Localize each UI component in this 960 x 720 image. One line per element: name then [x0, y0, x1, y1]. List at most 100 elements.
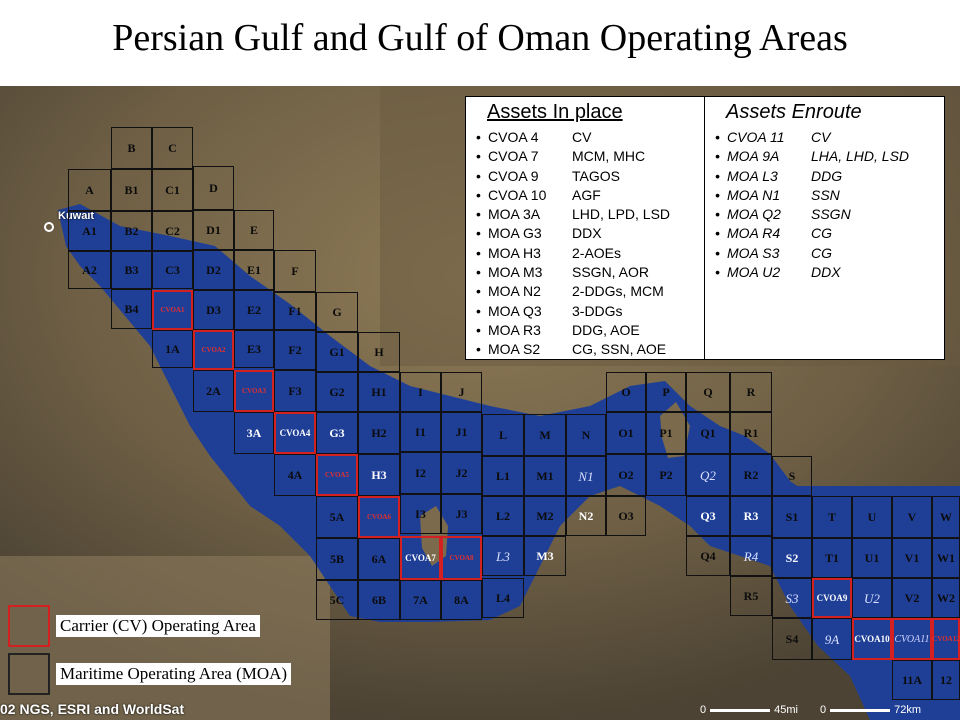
maritime-operating-area-cell[interactable]: I [400, 372, 441, 412]
carrier-operating-area-cell[interactable]: CVOA 3 [234, 370, 274, 412]
maritime-operating-area-cell[interactable]: 2A [193, 370, 234, 412]
maritime-operating-area-cell[interactable]: R5 [730, 576, 772, 616]
maritime-operating-area-cell[interactable]: L2 [482, 496, 524, 536]
maritime-operating-area-cell[interactable]: Q [686, 372, 730, 412]
maritime-operating-area-cell[interactable]: N1 [566, 456, 606, 496]
maritime-operating-area-cell[interactable]: A [68, 169, 111, 211]
carrier-operating-area-cell[interactable]: CVOA 9 [812, 578, 852, 618]
maritime-operating-area-cell[interactable]: P [646, 372, 686, 412]
maritime-operating-area-cell[interactable]: J2 [441, 452, 482, 494]
maritime-operating-area-cell[interactable]: 1A [152, 330, 193, 368]
maritime-operating-area-cell[interactable]: U2 [852, 578, 892, 618]
maritime-operating-area-cell[interactable]: O1 [606, 412, 646, 454]
carrier-operating-area-cell[interactable]: CVOA 12 [932, 618, 960, 660]
maritime-operating-area-cell[interactable]: 5C [316, 580, 358, 620]
maritime-operating-area-cell[interactable]: W1 [932, 538, 960, 578]
maritime-operating-area-cell[interactable]: 11A [892, 660, 932, 700]
maritime-operating-area-cell[interactable]: Q4 [686, 536, 730, 576]
carrier-operating-area-cell[interactable]: CVOA 10 [852, 618, 892, 660]
maritime-operating-area-cell[interactable]: U1 [852, 538, 892, 578]
maritime-operating-area-cell[interactable]: H3 [358, 454, 400, 496]
maritime-operating-area-cell[interactable]: Q3 [686, 496, 730, 536]
maritime-operating-area-cell[interactable]: 9A [812, 618, 852, 660]
maritime-operating-area-cell[interactable]: C2 [152, 211, 193, 251]
maritime-operating-area-cell[interactable]: L4 [482, 578, 524, 618]
maritime-operating-area-cell[interactable]: U [852, 496, 892, 538]
maritime-operating-area-cell[interactable]: G1 [316, 332, 358, 372]
carrier-operating-area-cell[interactable]: CVOA 6 [358, 496, 400, 538]
maritime-operating-area-cell[interactable]: 5A [316, 496, 358, 538]
maritime-operating-area-cell[interactable]: 3A [234, 412, 274, 454]
carrier-operating-area-cell[interactable]: CVOA 11 [892, 618, 932, 660]
maritime-operating-area-cell[interactable]: A1 [68, 211, 111, 251]
maritime-operating-area-cell[interactable]: 6A [358, 538, 400, 580]
maritime-operating-area-cell[interactable]: D [193, 166, 234, 210]
maritime-operating-area-cell[interactable]: S4 [772, 618, 812, 660]
maritime-operating-area-cell[interactable]: G [316, 292, 358, 332]
maritime-operating-area-cell[interactable]: H2 [358, 412, 400, 454]
maritime-operating-area-cell[interactable]: S1 [772, 496, 812, 538]
maritime-operating-area-cell[interactable]: N [566, 414, 606, 456]
maritime-operating-area-cell[interactable]: J [441, 372, 482, 412]
maritime-operating-area-cell[interactable]: B [111, 127, 152, 169]
maritime-operating-area-cell[interactable]: J1 [441, 412, 482, 452]
maritime-operating-area-cell[interactable]: R2 [730, 454, 772, 496]
maritime-operating-area-cell[interactable]: L [482, 414, 524, 456]
maritime-operating-area-cell[interactable]: R [730, 372, 772, 412]
maritime-operating-area-cell[interactable]: 7A [400, 580, 441, 620]
maritime-operating-area-cell[interactable]: D1 [193, 210, 234, 250]
maritime-operating-area-cell[interactable]: Q1 [686, 412, 730, 454]
maritime-operating-area-cell[interactable]: E3 [234, 330, 274, 368]
maritime-operating-area-cell[interactable]: E1 [234, 250, 274, 290]
maritime-operating-area-cell[interactable]: Q2 [686, 454, 730, 496]
maritime-operating-area-cell[interactable]: N2 [566, 496, 606, 536]
carrier-operating-area-cell[interactable]: CVOA 8 [441, 536, 482, 580]
maritime-operating-area-cell[interactable]: C [152, 127, 193, 169]
maritime-operating-area-cell[interactable]: I1 [400, 412, 441, 452]
maritime-operating-area-cell[interactable]: V [892, 496, 932, 538]
carrier-operating-area-cell[interactable]: CVOA 2 [193, 330, 234, 370]
maritime-operating-area-cell[interactable]: P2 [646, 454, 686, 496]
maritime-operating-area-cell[interactable]: R4 [730, 536, 772, 576]
maritime-operating-area-cell[interactable]: O [606, 372, 646, 412]
maritime-operating-area-cell[interactable]: I2 [400, 452, 441, 494]
maritime-operating-area-cell[interactable]: L3 [482, 536, 524, 576]
maritime-operating-area-cell[interactable]: H1 [358, 372, 400, 412]
carrier-operating-area-cell[interactable]: CVOA 1 [152, 290, 193, 330]
maritime-operating-area-cell[interactable]: F1 [274, 292, 316, 330]
maritime-operating-area-cell[interactable]: P1 [646, 412, 686, 454]
maritime-operating-area-cell[interactable]: M1 [524, 456, 566, 496]
maritime-operating-area-cell[interactable]: R1 [730, 412, 772, 454]
maritime-operating-area-cell[interactable]: V1 [892, 538, 932, 578]
maritime-operating-area-cell[interactable]: H [358, 332, 400, 372]
maritime-operating-area-cell[interactable]: W [932, 496, 960, 538]
maritime-operating-area-cell[interactable]: E [234, 210, 274, 250]
maritime-operating-area-cell[interactable]: B4 [111, 289, 152, 329]
maritime-operating-area-cell[interactable]: W2 [932, 578, 960, 618]
maritime-operating-area-cell[interactable]: M [524, 414, 566, 456]
maritime-operating-area-cell[interactable]: D2 [193, 250, 234, 290]
maritime-operating-area-cell[interactable]: D3 [193, 290, 234, 330]
maritime-operating-area-cell[interactable]: R3 [730, 496, 772, 536]
carrier-operating-area-cell[interactable]: CVOA 7 [400, 536, 441, 580]
maritime-operating-area-cell[interactable]: T1 [812, 538, 852, 578]
maritime-operating-area-cell[interactable]: T [812, 496, 852, 538]
maritime-operating-area-cell[interactable]: M2 [524, 496, 566, 536]
maritime-operating-area-cell[interactable]: 12 [932, 660, 960, 700]
maritime-operating-area-cell[interactable]: F2 [274, 330, 316, 370]
maritime-operating-area-cell[interactable]: 8A [441, 580, 482, 620]
maritime-operating-area-cell[interactable]: M3 [524, 536, 566, 576]
maritime-operating-area-cell[interactable]: B1 [111, 169, 152, 211]
maritime-operating-area-cell[interactable]: F [274, 250, 316, 292]
maritime-operating-area-cell[interactable]: J3 [441, 494, 482, 534]
maritime-operating-area-cell[interactable]: A2 [68, 251, 111, 289]
maritime-operating-area-cell[interactable]: C3 [152, 251, 193, 289]
maritime-operating-area-cell[interactable]: S2 [772, 538, 812, 578]
maritime-operating-area-cell[interactable]: L1 [482, 456, 524, 496]
maritime-operating-area-cell[interactable]: 5B [316, 538, 358, 580]
maritime-operating-area-cell[interactable]: S [772, 456, 812, 496]
maritime-operating-area-cell[interactable]: C1 [152, 169, 193, 211]
maritime-operating-area-cell[interactable]: O2 [606, 454, 646, 496]
maritime-operating-area-cell[interactable]: B3 [111, 251, 152, 289]
maritime-operating-area-cell[interactable]: 6B [358, 580, 400, 620]
